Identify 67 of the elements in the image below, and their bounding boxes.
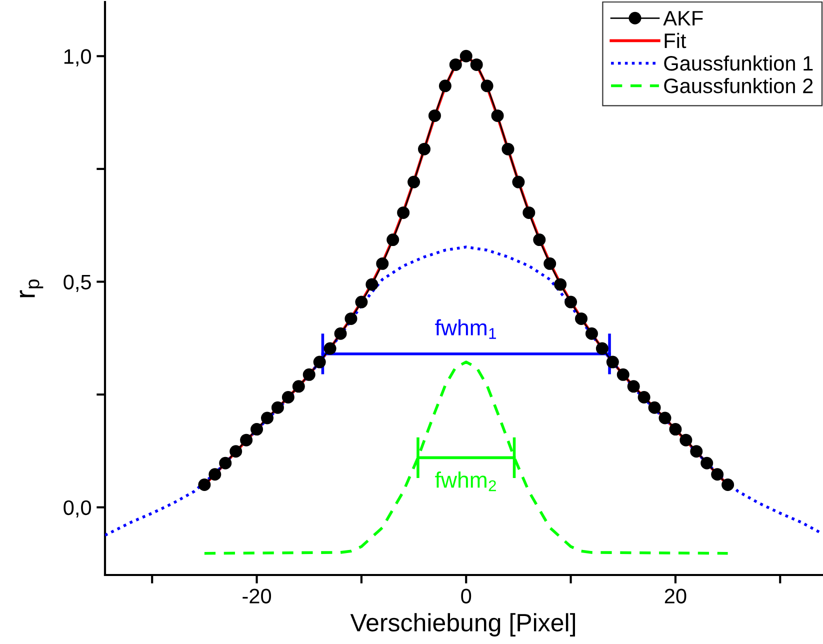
point	[449, 58, 462, 71]
line-series	[203, 360, 730, 555]
point	[324, 342, 336, 355]
legend-label: Gaussfunktion 1	[664, 55, 813, 71]
point	[438, 80, 452, 92]
point	[250, 423, 264, 436]
point	[722, 478, 734, 492]
legend-label: Gaussfunktion 2	[664, 78, 813, 94]
point	[669, 423, 682, 436]
point	[596, 342, 608, 355]
point	[418, 142, 430, 156]
point	[638, 390, 650, 404]
point	[616, 368, 630, 381]
point	[658, 412, 672, 424]
point	[512, 176, 525, 188]
x-tick-label: 20	[664, 588, 686, 604]
x-tick-label: 0	[461, 588, 472, 604]
point	[522, 206, 536, 219]
point	[386, 234, 400, 246]
point	[344, 312, 358, 325]
point	[627, 380, 640, 393]
point	[533, 234, 546, 246]
annotation: fwhm$_{2}$	[435, 471, 496, 492]
point	[271, 401, 284, 414]
point	[554, 278, 567, 291]
point	[366, 278, 378, 291]
legend-label: Fit	[664, 32, 686, 48]
x-axis-title: Verschiebung [Pixel]	[350, 613, 575, 636]
point	[711, 468, 724, 481]
point	[292, 380, 305, 393]
point	[408, 176, 420, 188]
point	[690, 445, 703, 458]
point	[355, 296, 368, 308]
point	[198, 478, 211, 492]
point	[230, 445, 242, 458]
y-tick-label: 0,5	[64, 274, 91, 292]
point	[648, 401, 661, 414]
point	[208, 468, 222, 481]
point	[491, 109, 504, 122]
point	[313, 356, 326, 368]
point	[564, 296, 578, 308]
legend-label: AKF	[663, 11, 703, 26]
x-tick-label: -20	[242, 588, 272, 604]
point	[680, 434, 692, 446]
point	[480, 80, 494, 92]
point	[376, 257, 389, 270]
point	[470, 58, 483, 71]
point	[282, 390, 294, 404]
point	[260, 412, 274, 424]
y-axis-title: r$_{p}$	[20, 280, 44, 298]
point	[219, 456, 232, 470]
line-series	[105, 246, 822, 537]
point	[606, 356, 619, 368]
point	[700, 456, 714, 470]
point	[302, 368, 316, 381]
point	[397, 206, 410, 219]
point	[334, 327, 347, 340]
point	[460, 50, 472, 62]
annotation: fwhm$_{1}$	[435, 319, 496, 339]
y-tick-label: 1,0	[64, 49, 91, 66]
point	[428, 109, 441, 122]
y-tick-label: 0,0	[64, 500, 91, 518]
point	[240, 434, 253, 446]
point	[585, 327, 598, 340]
point	[544, 257, 556, 270]
point	[575, 312, 588, 325]
point	[502, 142, 514, 156]
